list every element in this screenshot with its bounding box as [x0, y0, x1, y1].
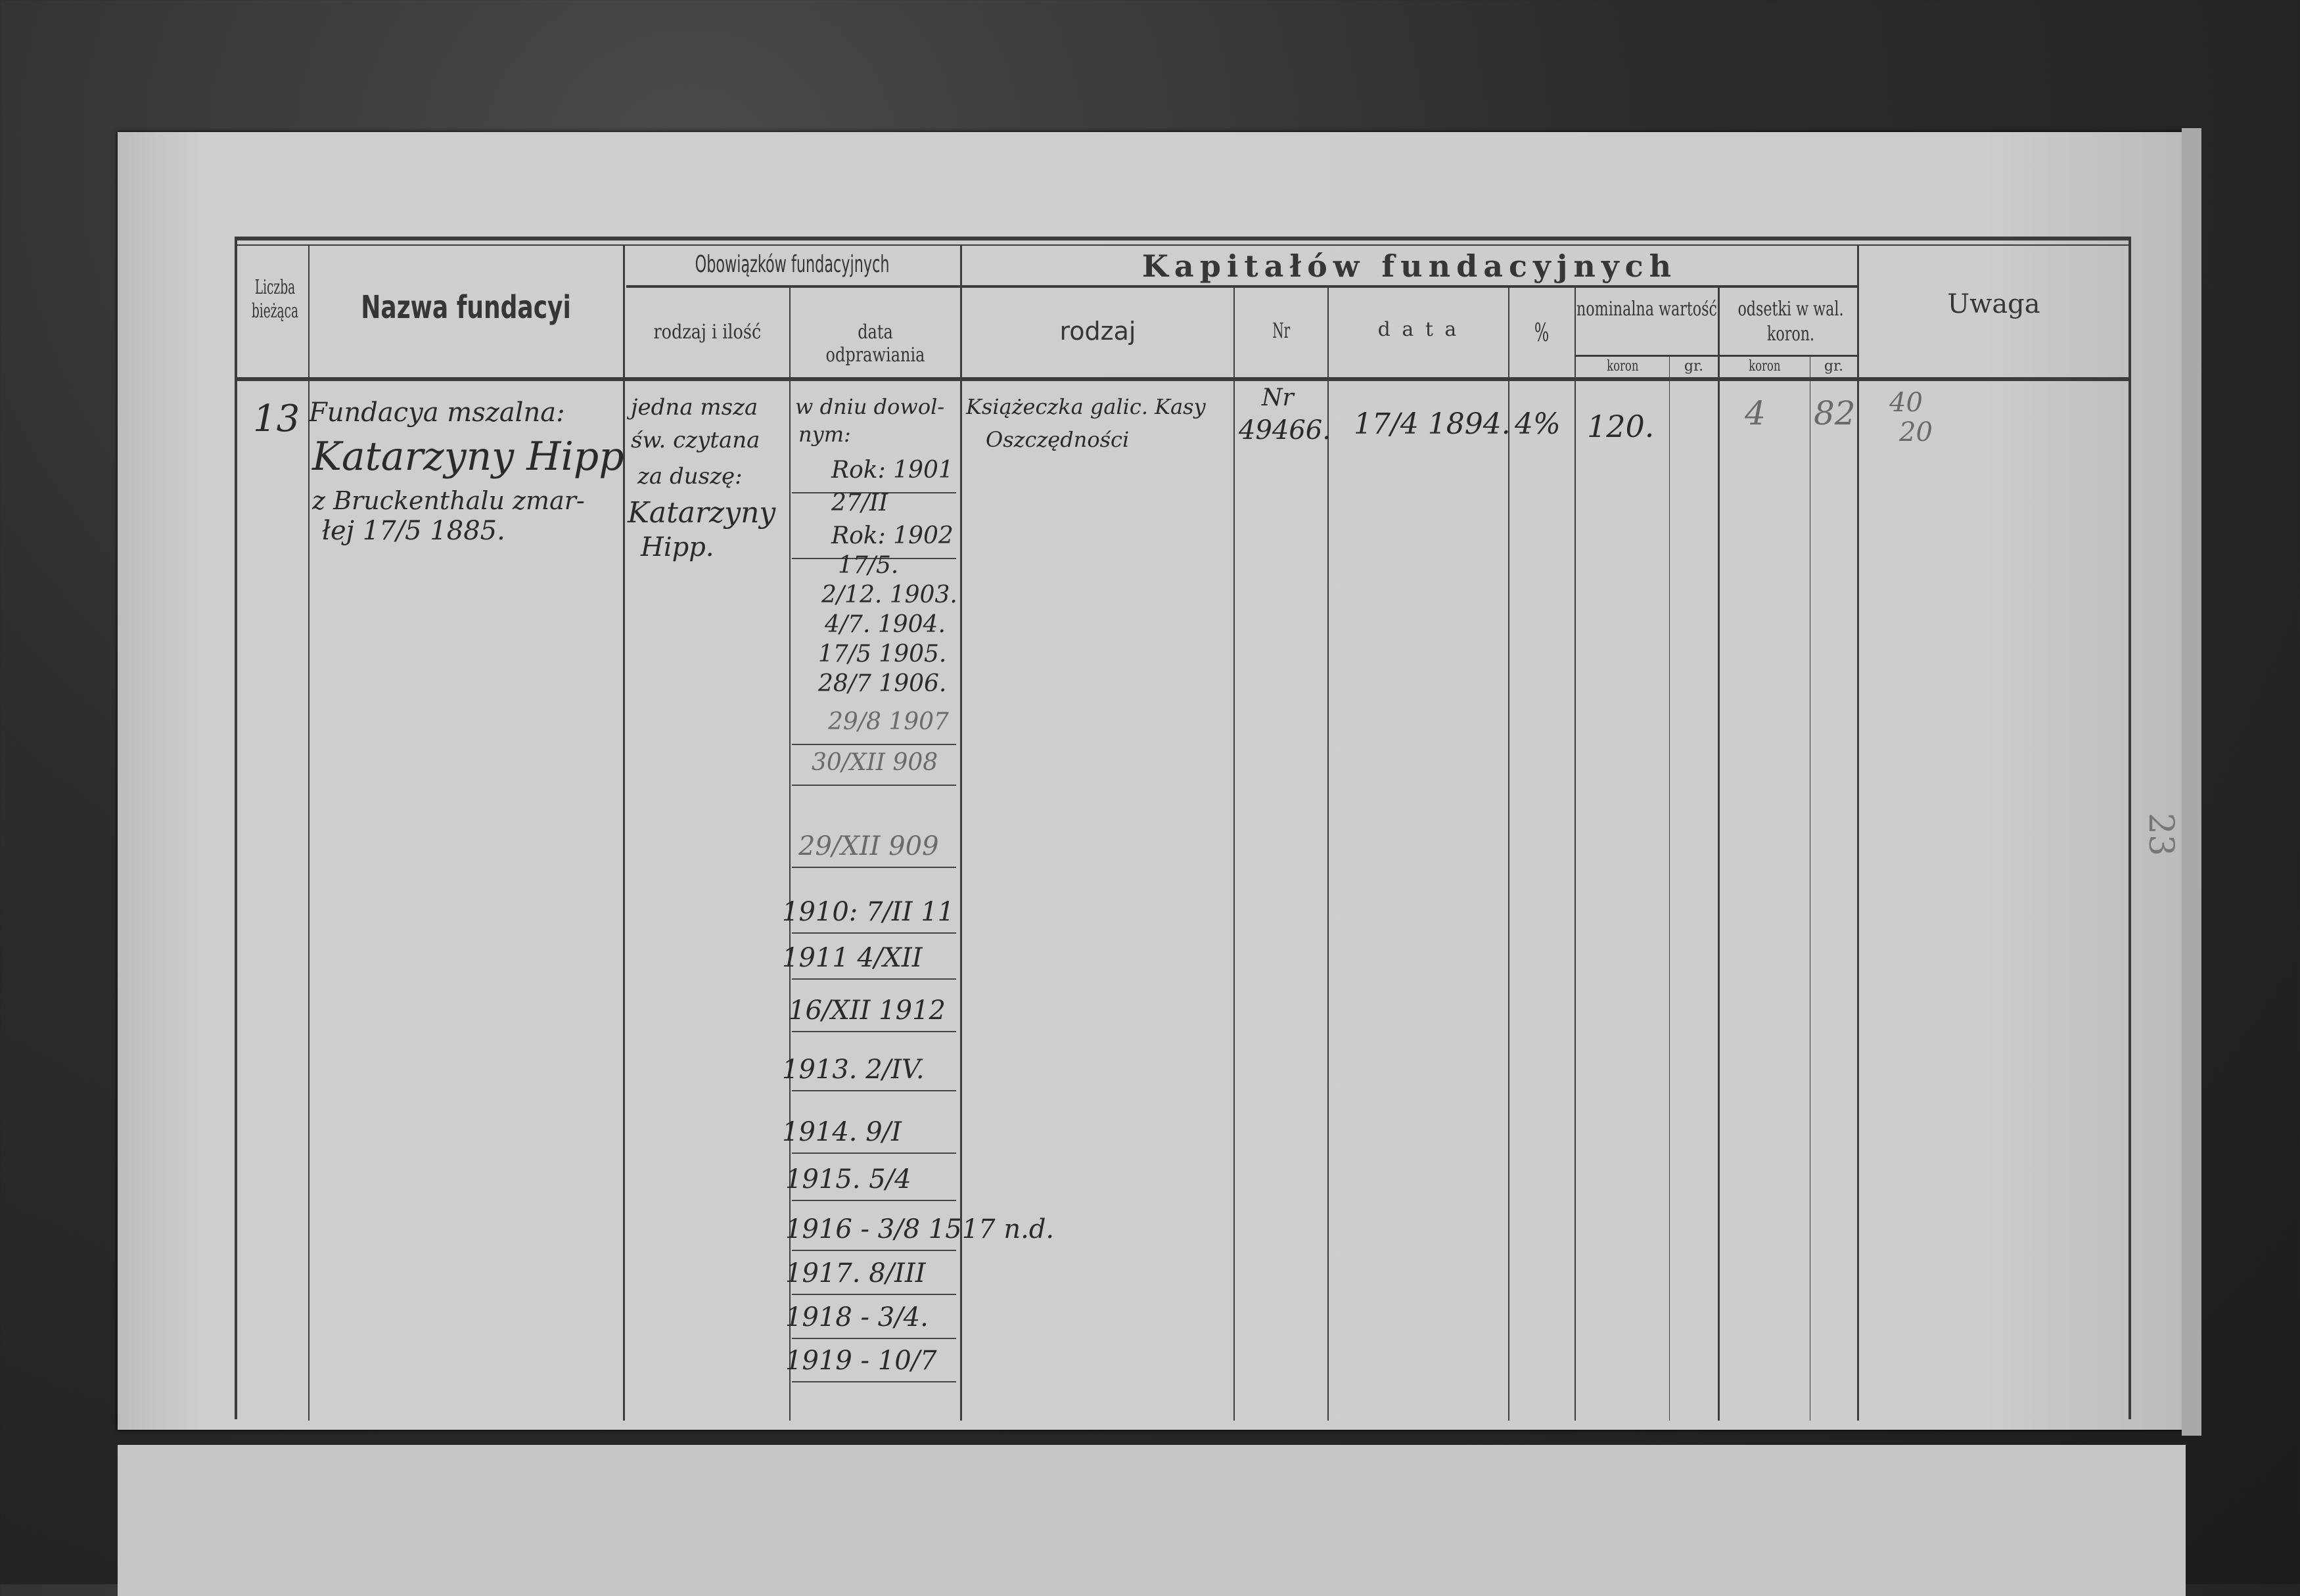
entry-odsetki-gr: 82: [1814, 394, 1856, 432]
header-mid-rule: [626, 285, 1857, 288]
obow-date-entry: 17/5.: [838, 552, 899, 579]
entry-kap-rodzaj-2: Oszczędności: [986, 427, 1130, 452]
entry-kap-nr-label: Nr: [1262, 384, 1294, 411]
header-obow-data: data odprawiania: [825, 321, 925, 367]
col-rule: [960, 244, 962, 1421]
obow-date-entry: 1918 - 3/4.: [785, 1302, 929, 1333]
col-rule: [308, 244, 310, 1421]
obow-date-entry: 29/XII 909: [798, 831, 939, 861]
obow-date-entry: 1910: 7/II 11: [782, 897, 955, 927]
date-underline: [792, 867, 956, 868]
header-kap-procent: %: [1534, 318, 1550, 347]
table-right-rule: [2128, 237, 2131, 1419]
col-rule: [1718, 286, 1720, 1421]
entry-nazwa-2: Katarzyny Hipp: [312, 434, 624, 480]
header-uwaga: Uwaga: [1947, 289, 2040, 319]
header-nominalna: nominalna wartość: [1576, 298, 1717, 321]
col-rule: [1508, 286, 1509, 1421]
date-underline: [792, 978, 956, 980]
date-underline: [792, 1338, 956, 1339]
header-kap-data: d a t a: [1377, 318, 1460, 341]
entry-nazwa-4: łej 17/5 1885.: [322, 516, 505, 546]
obow-date-entry: 1916 - 3/8 1517 n.d.: [785, 1214, 1055, 1244]
entry-liczba: 13: [253, 398, 300, 440]
date-underline: [792, 1200, 956, 1201]
header-nominal-gr: gr.: [1684, 358, 1704, 375]
col-rule: [789, 286, 791, 1421]
header-nazwa: Nazwa fundacyi: [361, 289, 572, 326]
obow-date-entry: 1911 4/XII: [782, 943, 923, 973]
date-underline: [792, 932, 956, 934]
obow-date-entry: 28/7 1906.: [818, 670, 947, 697]
header-kap-nr: Nr: [1272, 318, 1290, 343]
col-rule: [1669, 356, 1670, 1421]
date-underline: [792, 1381, 956, 1382]
obow-date-entry: 16/XII 1912: [789, 995, 946, 1026]
entry-odsetki-koron: 4: [1745, 394, 1766, 432]
header-liczba: Liczba bieżąca: [251, 276, 299, 323]
header-obowiazkow: Obowiązków fundacyjnych: [695, 251, 890, 278]
obow-date-entry: 1914. 9/I: [782, 1117, 902, 1147]
col-rule: [1327, 286, 1329, 1421]
date-underline: [792, 744, 956, 745]
date-underline: [792, 1152, 956, 1154]
entry-obow-intro-2: nym:: [798, 422, 851, 447]
obow-date-entry: 17/5 1905.: [818, 641, 947, 668]
date-underline: [792, 1294, 956, 1295]
col-rule: [1857, 244, 1859, 1421]
entry-obow-rodzaj-1: jedna msza: [631, 394, 758, 421]
header-kap-rodzaj: rodzaj: [1059, 317, 1136, 346]
header-kapitalow: Kapitałów fundacyjnych: [1141, 248, 1678, 284]
header-odsetki-koron: koron: [1749, 358, 1781, 375]
col-rule: [1233, 286, 1235, 1421]
header-odsetki-gr: gr.: [1824, 358, 1844, 375]
date-underline: [792, 558, 956, 559]
col-rule: [623, 244, 625, 1421]
table-left-rule: [235, 237, 237, 1419]
entry-obow-rodzaj-2: św. czytana: [631, 427, 760, 453]
date-underline: [792, 492, 956, 493]
obow-date-entry: 1915. 5/4: [785, 1164, 911, 1195]
entry-obow-rodzaj-3: za duszę:: [637, 463, 743, 490]
entry-obow-intro-1: w dniu dowol-: [795, 394, 945, 419]
page-number: 23: [2141, 812, 2181, 857]
entry-nazwa-1: Fundacya mszalna:: [309, 398, 565, 428]
col-rule: [1575, 286, 1576, 1421]
entry-nominal-koron: 120.: [1587, 409, 1655, 444]
obow-date-entry: 1917. 8/III: [785, 1258, 926, 1288]
date-underline: [792, 1090, 956, 1091]
obow-date-entry: 1919 - 10/7: [785, 1346, 937, 1376]
subheader-rule: [1576, 355, 1858, 357]
date-underline: [792, 1250, 956, 1251]
obow-date-entry: 1913. 2/IV.: [782, 1055, 925, 1085]
entry-obow-rodzaj-4: Katarzyny: [628, 496, 776, 530]
date-underline: [792, 1031, 956, 1032]
header-obow-rodzaj: rodzaj i ilość: [653, 321, 761, 344]
table-top-rule-thin: [235, 244, 2131, 246]
table-top-rule: [235, 237, 2131, 240]
obow-date-entry: 30/XII 908: [812, 749, 938, 776]
entry-obow-rodzaj-5: Hipp.: [641, 532, 714, 562]
obow-date-entry: Rok: 1902: [831, 522, 954, 549]
entry-kap-nr: 49466.: [1239, 415, 1331, 445]
obow-date-entry: 27/II: [831, 490, 888, 516]
obow-date-entry: 4/7. 1904.: [825, 611, 946, 638]
date-underline: [792, 785, 956, 786]
ledger-page: [118, 132, 2193, 1430]
obow-date-entry: 29/8 1907: [828, 708, 949, 735]
page-edge: [2182, 128, 2201, 1436]
entry-uwaga-2: 20: [1899, 417, 1933, 447]
entry-kap-procent: 4%: [1515, 407, 1561, 441]
header-odsetki: odsetki w wal. koron.: [1737, 298, 1844, 346]
next-page-edge: [118, 1445, 2186, 1596]
header-bottom-rule: [235, 377, 2131, 381]
entry-kap-data: 17/4 1894.: [1354, 407, 1511, 441]
obow-date-entry: Rok: 1901: [831, 457, 954, 484]
obow-date-entry: 2/12. 1903.: [821, 581, 957, 608]
entry-uwaga-1: 40: [1889, 388, 1923, 418]
header-nominal-koron: koron: [1606, 358, 1639, 375]
entry-nazwa-3: z Bruckenthalu zmar-: [312, 486, 585, 515]
entry-kap-rodzaj-1: Książeczka galic. Kasy: [966, 394, 1206, 419]
